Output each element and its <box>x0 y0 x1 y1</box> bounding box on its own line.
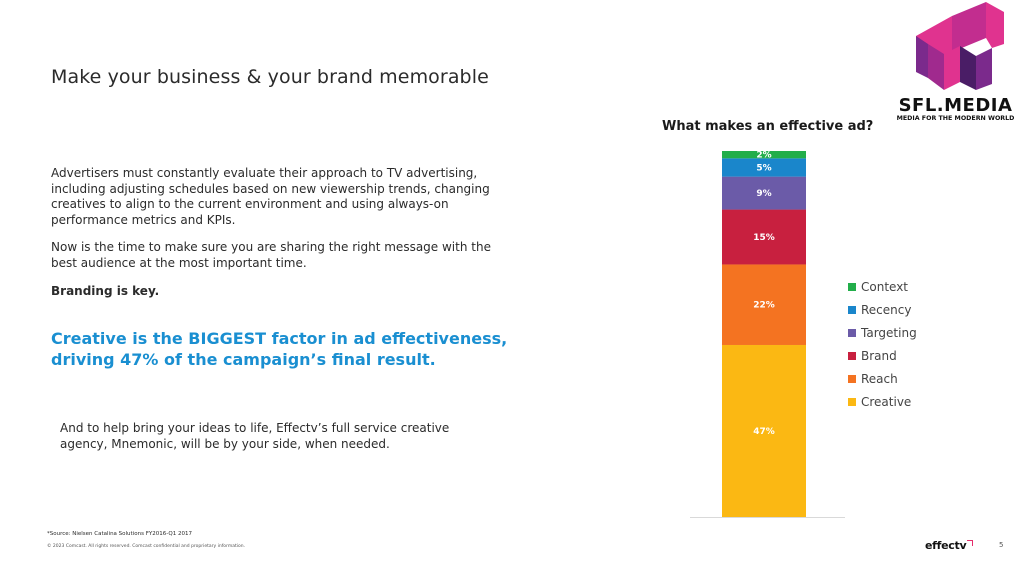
data-label-reach: 22% <box>753 301 775 311</box>
stacked-bar-chart: 47% 22% 15% 9% 5% 2% <box>690 151 845 518</box>
page-number: 5 <box>999 541 1004 549</box>
data-label-targeting: 9% <box>756 189 771 199</box>
legend-item-creative: Creative <box>848 390 917 413</box>
agency-paragraph: And to help bring your ideas to life, Ef… <box>60 421 450 451</box>
source-footnote: *Source: Nielsen Catalina Solutions FY20… <box>47 531 192 537</box>
legend-label: Creative <box>861 394 912 409</box>
legend-item-recency: Recency <box>848 298 917 321</box>
bar-segment-targeting <box>722 176 806 210</box>
legend-swatch <box>848 351 856 360</box>
sfl-media-logo-mark <box>916 2 1004 90</box>
legend-swatch <box>848 374 856 383</box>
legend-item-context: Context <box>848 275 917 298</box>
legend-label: Recency <box>861 302 912 317</box>
effectv-corner-mark <box>967 540 974 546</box>
data-label-creative: 47% <box>753 427 775 437</box>
legend-label: Reach <box>861 371 898 386</box>
legend-item-targeting: Targeting <box>848 321 917 344</box>
sfl-media-logo-text: SFL.MEDIA <box>898 95 1013 116</box>
copyright-notice: © 2023 Comcast. All rights reserved. Com… <box>47 544 246 549</box>
legend-swatch <box>848 282 856 291</box>
chart-title: What makes an effective ad? <box>662 119 874 134</box>
data-label-recency: 5% <box>756 163 771 173</box>
legend-item-reach: Reach <box>848 367 917 390</box>
intro-paragraph: Advertisers must constantly evaluate the… <box>51 166 490 227</box>
legend-label: Targeting <box>861 325 917 340</box>
bar-segment-context <box>722 151 806 159</box>
legend-swatch <box>848 328 856 337</box>
timing-paragraph: Now is the time to make sure you are sha… <box>51 240 491 270</box>
legend-item-brand: Brand <box>848 344 917 367</box>
bar-segment-reach <box>722 264 806 345</box>
slide-title: Make your business & your brand memorabl… <box>51 66 489 88</box>
data-label-brand: 15% <box>753 233 775 243</box>
legend-label: Brand <box>861 348 897 363</box>
bar-segment-creative <box>722 344 806 517</box>
creative-highlight: Creative is the BIGGEST factor in ad eff… <box>51 329 508 369</box>
bar-segment-brand <box>722 209 806 265</box>
legend-swatch <box>848 305 856 314</box>
chart-legend: Context Recency Targeting Brand Reach Creativ… <box>848 275 917 413</box>
effectv-wordmark: effectv <box>925 539 967 552</box>
legend-label: Context <box>861 279 909 294</box>
bar-segment-recency <box>722 158 806 177</box>
effectv-logo: effectv <box>925 539 974 552</box>
data-label-context: 2% <box>756 151 771 161</box>
branding-statement: Branding is key. <box>51 284 160 298</box>
legend-swatch <box>848 397 856 406</box>
sfl-media-tagline: MEDIA FOR THE MODERN WORLD <box>896 115 1015 122</box>
